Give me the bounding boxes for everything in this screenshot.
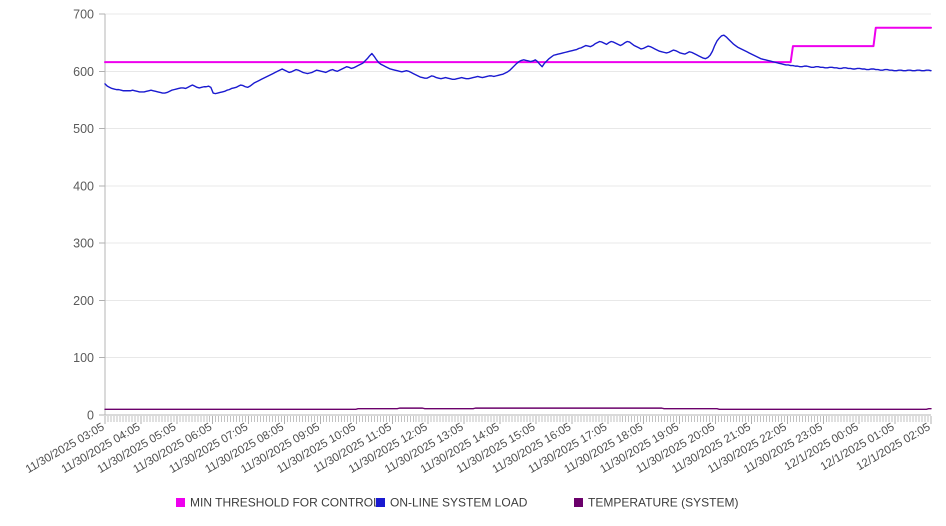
x-axis <box>104 414 932 424</box>
legend-label: MIN THRESHOLD FOR CONTROL <box>190 496 380 510</box>
series-line <box>104 407 932 410</box>
series-line <box>104 26 932 64</box>
series-line <box>104 34 932 95</box>
legend-label: TEMPERATURE (SYSTEM) <box>588 496 738 510</box>
y-tick-label: 500 <box>73 122 94 136</box>
legend-swatch <box>176 498 185 507</box>
legend-swatch <box>376 498 385 507</box>
y-tick-label: 400 <box>73 179 94 193</box>
y-tick-label: 0 <box>87 409 94 423</box>
y-tick-label: 600 <box>73 65 94 79</box>
chart-legend: MIN THRESHOLD FOR CONTROL ON-LINE SYSTEM … <box>176 496 738 510</box>
data-series <box>104 26 932 410</box>
y-tick-label: 700 <box>73 8 94 22</box>
y-axis: 0 100 200 300 400 500 600 700 <box>73 8 106 423</box>
legend-label: ON-LINE SYSTEM LOAD <box>390 496 528 510</box>
gridlines <box>105 13 931 359</box>
y-tick-label: 300 <box>73 237 94 251</box>
y-tick-label: 200 <box>73 294 94 308</box>
y-tick-label: 100 <box>73 351 94 365</box>
legend-swatch <box>574 498 583 507</box>
